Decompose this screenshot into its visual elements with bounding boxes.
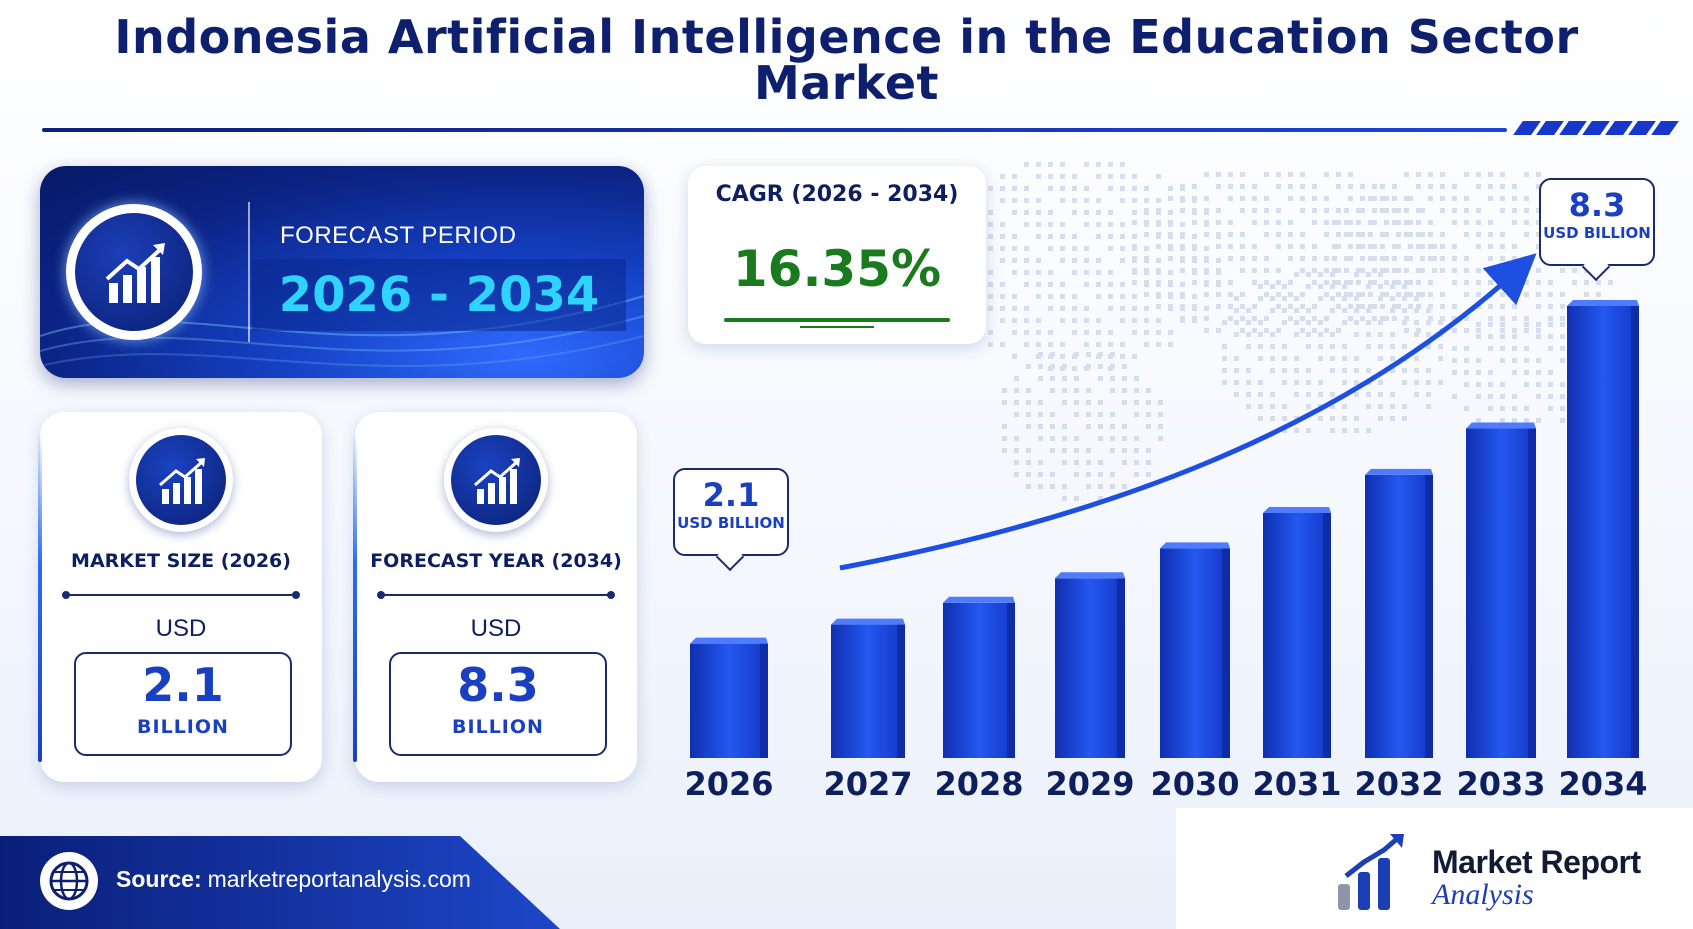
cagr-box: CAGR (2026 - 2034) 16.35% [688,166,986,344]
last-callout-unit: USD BILLION [1543,224,1651,242]
bar-2027 [831,618,905,758]
year-label-2030: 2030 [1150,765,1239,803]
source-link[interactable]: marketreportanalysis.com [207,866,471,892]
bar-2031 [1263,506,1331,758]
forecast-year-label: FORECAST YEAR (2034) [370,550,622,572]
bar-2033 [1466,422,1536,758]
market-size-card: MARKET SIZE (2026) USD 2.1 BILLION [38,412,322,782]
bar-2034 [1567,300,1639,758]
logo-area [1176,808,1693,929]
first-callout-value: 2.1 [702,476,760,514]
year-label-2029: 2029 [1045,765,1134,803]
growth-chart-icon [444,428,548,532]
year-label-2033: 2033 [1456,765,1545,803]
logo-text-line2: Analysis [1432,878,1534,911]
title-line-1: Indonesia Artificial Intelligence in the… [114,10,1579,64]
growth-chart-icon [66,204,202,340]
last-value-callout: 8.3 USD BILLION [1539,178,1655,266]
cagr-value: 16.35% [732,240,942,298]
year-label-2031: 2031 [1252,765,1341,803]
logo-text-line1: Market Report [1432,844,1641,880]
bar-2026 [690,637,768,758]
forecast-period-label: FORECAST PERIOD [280,222,517,249]
market-size-label: MARKET SIZE (2026) [71,550,291,572]
trend-arrow [839,253,1537,571]
year-label-2032: 2032 [1354,765,1443,803]
last-callout-value: 8.3 [1568,186,1626,224]
forecast-period-value: 2026 - 2034 [278,267,600,323]
forecast-year-value: 8.3 [457,658,539,712]
bar-2029 [1055,572,1125,758]
forecast-year-scale: BILLION [452,716,544,738]
bar-2032 [1365,468,1433,758]
year-label-2026: 2026 [684,765,773,803]
globe-icon [40,852,98,910]
forecast-year-unit: USD [470,615,522,642]
year-label-2028: 2028 [934,765,1023,803]
market-size-unit: USD [155,615,207,642]
year-label-2027: 2027 [823,765,912,803]
title-line-2: Market [753,56,940,110]
source-label: Source: [116,866,202,892]
market-size-value: 2.1 [142,658,224,712]
year-label-2034: 2034 [1558,765,1647,803]
first-value-callout: 2.1 USD BILLION [673,468,789,556]
bar-2030 [1160,542,1230,758]
growth-chart-icon [129,428,233,532]
market-report-logo-icon [1338,834,1404,910]
market-size-scale: BILLION [137,716,229,738]
page-title: Indonesia Artificial Intelligence in the… [0,14,1693,106]
forecast-year-card: FORECAST YEAR (2034) USD 8.3 BILLION [353,412,637,782]
bar-2028 [943,596,1015,758]
forecast-period-panel: FORECAST PERIOD 2026 - 2034 [40,166,644,378]
cagr-label: CAGR (2026 - 2034) [715,182,959,207]
source-text: Source: marketreportanalysis.com [116,866,471,893]
title-divider [42,128,1507,132]
first-callout-unit: USD BILLION [677,514,785,532]
